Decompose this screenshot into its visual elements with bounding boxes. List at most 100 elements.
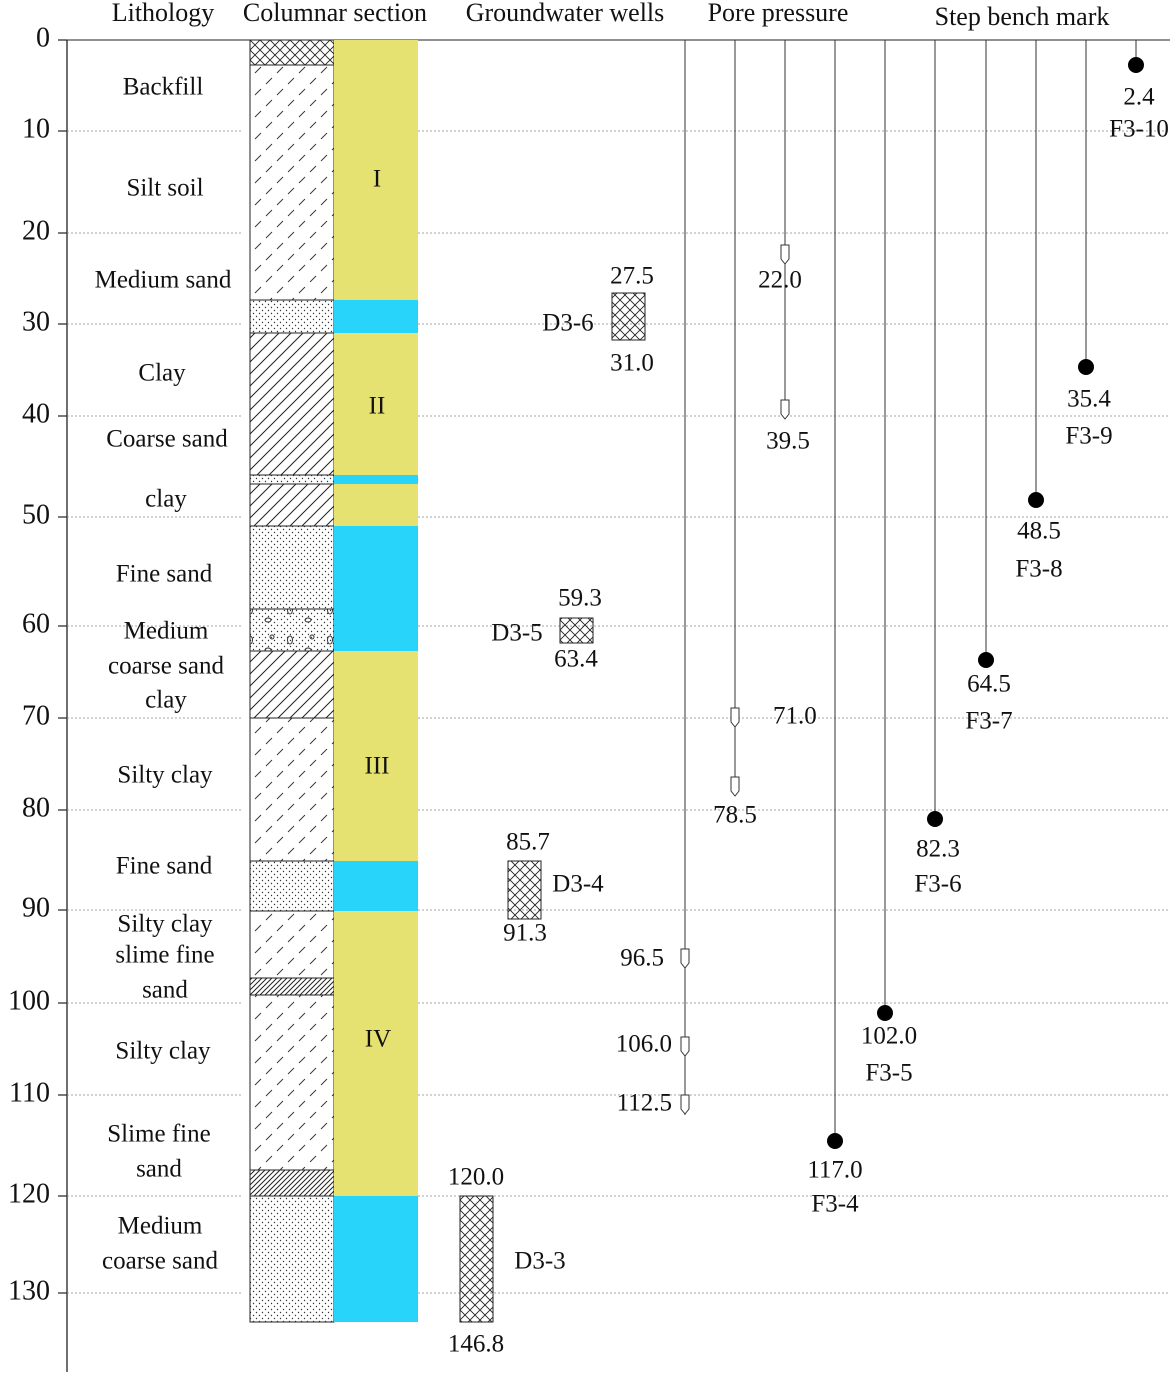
aquifer-band bbox=[334, 526, 418, 651]
pore-pressure-depth: 78.5 bbox=[713, 802, 757, 829]
lithology-label: Silt soil bbox=[126, 175, 203, 202]
pore-pressure-depth: 96.5 bbox=[620, 945, 664, 972]
lithology-label: coarse sand bbox=[108, 653, 224, 680]
soil-layer bbox=[249, 860, 335, 912]
column-header: Step bench mark bbox=[935, 2, 1110, 31]
aquifer-band bbox=[334, 484, 418, 526]
well-bottom-depth: 91.3 bbox=[503, 920, 547, 947]
bench-mark-depth: 102.0 bbox=[861, 1023, 917, 1050]
bench-mark-anchor bbox=[927, 811, 943, 827]
bench-mark-depth: 35.4 bbox=[1067, 386, 1111, 413]
well-screen bbox=[459, 1195, 494, 1323]
well-name: D3-6 bbox=[542, 310, 593, 337]
depth-tick-label: 10 bbox=[22, 113, 50, 144]
aquifer-band bbox=[334, 1196, 418, 1322]
soil-layer bbox=[249, 39, 335, 66]
aquifer-band bbox=[334, 475, 418, 484]
aquifer-band bbox=[334, 40, 418, 300]
pore-pressure-depth: 22.0 bbox=[758, 267, 802, 294]
soil-layer bbox=[249, 717, 335, 862]
column-header: Groundwater wells bbox=[466, 0, 665, 27]
pore-pressure-depth: 71.0 bbox=[773, 703, 817, 730]
lithology-label: sand bbox=[136, 1156, 182, 1183]
depth-tick-label: 30 bbox=[22, 306, 50, 337]
lithology-label: Slime fine bbox=[107, 1121, 210, 1148]
soil-layer bbox=[249, 910, 335, 979]
lithology-label: Silty clay bbox=[115, 1038, 211, 1065]
depth-tick-label: 100 bbox=[8, 985, 50, 1016]
bench-mark-depth: 2.4 bbox=[1123, 84, 1155, 111]
lithology-label: Fine sand bbox=[116, 561, 213, 588]
depth-tick-label: 110 bbox=[9, 1077, 50, 1108]
bench-mark-anchor bbox=[877, 1005, 893, 1021]
soil-layer bbox=[249, 608, 335, 652]
aquifer-band bbox=[334, 333, 418, 475]
well-bottom-depth: 31.0 bbox=[610, 350, 654, 377]
bench-mark-name: F3-8 bbox=[1015, 556, 1062, 583]
bench-mark-name: F3-10 bbox=[1109, 116, 1169, 143]
pore-pressure-depth: 106.0 bbox=[616, 1031, 672, 1058]
piezometer bbox=[780, 399, 790, 420]
depth-tick-label: 80 bbox=[22, 792, 50, 823]
bench-mark-depth: 64.5 bbox=[967, 671, 1011, 698]
aquifer-band bbox=[334, 300, 418, 333]
bench-mark-anchor bbox=[1028, 492, 1044, 508]
pore-pressure-depth: 39.5 bbox=[766, 428, 810, 455]
piezometer bbox=[730, 707, 740, 728]
depth-tick-label: 50 bbox=[22, 499, 50, 530]
well-screen bbox=[611, 292, 646, 341]
depth-tick-label: 130 bbox=[8, 1275, 50, 1306]
lithology-label: Clay bbox=[138, 360, 186, 387]
stratum-label: I bbox=[373, 166, 381, 193]
aquifer-band bbox=[334, 861, 418, 911]
soil-layer bbox=[249, 977, 335, 996]
stratum-label: II bbox=[369, 393, 386, 420]
bench-mark-depth: 82.3 bbox=[916, 836, 960, 863]
bench-mark-anchor bbox=[827, 1133, 843, 1149]
piezometer bbox=[780, 244, 790, 265]
stratum-label: III bbox=[365, 753, 390, 780]
depth-tick-label: 70 bbox=[22, 700, 50, 731]
aquifer-band bbox=[334, 911, 418, 1196]
well-top-depth: 120.0 bbox=[448, 1164, 504, 1191]
well-name: D3-5 bbox=[491, 620, 542, 647]
well-top-depth: 59.3 bbox=[558, 585, 602, 612]
soil-layer bbox=[249, 994, 335, 1171]
soil-layer bbox=[249, 64, 335, 301]
bench-mark-name: F3-4 bbox=[811, 1191, 859, 1218]
well-bottom-depth: 146.8 bbox=[448, 1331, 504, 1358]
lithology-label: clay bbox=[145, 486, 187, 513]
lithology-label: Backfill bbox=[123, 74, 204, 101]
piezometer bbox=[730, 776, 740, 797]
pore-pressure-depth: 112.5 bbox=[617, 1090, 672, 1117]
lithology-label: Coarse sand bbox=[106, 426, 228, 453]
lithology-label: coarse sand bbox=[102, 1248, 218, 1275]
depth-tick-label: 20 bbox=[22, 215, 50, 246]
soil-layer bbox=[249, 1195, 335, 1323]
lithology-label: Medium bbox=[118, 1213, 203, 1240]
bench-mark-name: F3-5 bbox=[865, 1060, 912, 1087]
piezometer bbox=[680, 1094, 690, 1115]
bench-mark-anchor bbox=[978, 652, 994, 668]
bench-mark-depth: 117.0 bbox=[807, 1157, 862, 1184]
lithology-label: Medium sand bbox=[95, 267, 232, 294]
well-bottom-depth: 63.4 bbox=[554, 646, 598, 673]
piezometer bbox=[680, 1036, 690, 1057]
lithology-label: Silty clay bbox=[117, 762, 213, 789]
lithology-label: Silty clay bbox=[117, 911, 213, 938]
bench-mark-name: F3-9 bbox=[1065, 423, 1112, 450]
column-header: Lithology bbox=[112, 0, 215, 27]
lithology-label: clay bbox=[145, 687, 187, 714]
stratum-label: IV bbox=[365, 1026, 391, 1053]
aquifer-band bbox=[334, 651, 418, 861]
well-name: D3-3 bbox=[514, 1248, 565, 1275]
lithology-label: Medium bbox=[124, 618, 209, 645]
bench-mark-depth: 48.5 bbox=[1017, 518, 1061, 545]
depth-tick-label: 90 bbox=[22, 892, 50, 923]
depth-tick-label: 40 bbox=[22, 398, 50, 429]
bench-mark-name: F3-7 bbox=[965, 708, 1012, 735]
well-name: D3-4 bbox=[552, 871, 604, 898]
depth-tick-label: 120 bbox=[8, 1178, 50, 1209]
soil-layer bbox=[249, 525, 335, 610]
